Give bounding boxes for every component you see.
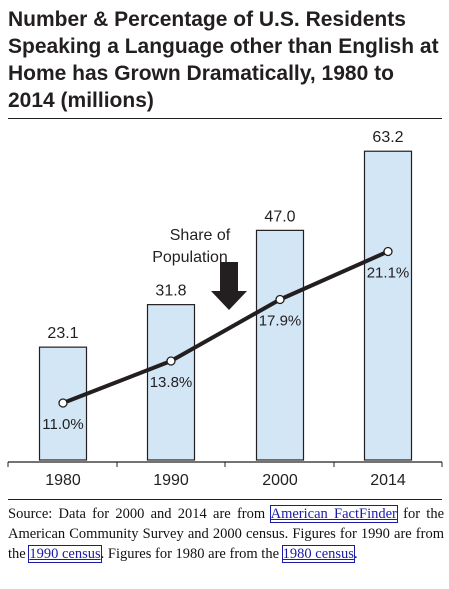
x-tick-label-1990: 1990 <box>153 472 189 489</box>
american-factfinder-link[interactable]: American FactFinder <box>269 505 398 523</box>
x-tick-label-1980: 1980 <box>45 472 81 489</box>
share-point-1990 <box>166 356 176 366</box>
share-label-2014: 21.1% <box>367 265 410 282</box>
chart-title: Number & Percentage of U.S. Residents Sp… <box>8 8 439 112</box>
x-tick-label-2000: 2000 <box>262 472 298 489</box>
annotation-line-2: Population <box>152 249 228 266</box>
bar-2000 <box>255 229 305 461</box>
bar-value-label-2014: 63.2 <box>372 129 403 146</box>
share-point-2014 <box>383 246 393 257</box>
census-1990-link[interactable]: 1990 census <box>28 545 102 563</box>
source-text-2: for the American Community Survey and 20… <box>8 506 445 562</box>
title-rule <box>8 118 442 119</box>
source-text-3: . Figures for 1980 are from the <box>100 546 283 562</box>
annotation-line-1: Share of <box>170 227 231 244</box>
x-tick-label-2014: 2014 <box>370 472 406 489</box>
down-arrow-icon <box>211 262 247 310</box>
source-text-1: Source: Data for 2000 and 2014 are from <box>8 506 271 522</box>
bar-value-label-2000: 47.0 <box>264 208 295 225</box>
bar-1990 <box>146 304 196 461</box>
share-trend-line <box>62 249 389 405</box>
bar-2014 <box>363 150 413 461</box>
census-1980-link[interactable]: 1980 census <box>281 545 355 563</box>
source-note: Source: Data for 2000 and 2014 are from … <box>8 504 444 564</box>
bar-line-chart: 11.0% 13.8% 17.9% 21.1% 23.1 31.8 47.0 63.2 19… <box>7 129 443 489</box>
share-label-1980: 11.0% <box>42 416 83 433</box>
share-label-1990: 13.8% <box>150 374 193 391</box>
bar-value-label-1980: 23.1 <box>47 325 78 342</box>
share-point-2000 <box>275 294 285 305</box>
source-text-4: . <box>353 546 358 562</box>
bar-value-label-1990: 31.8 <box>155 283 186 300</box>
source-rule <box>8 499 442 500</box>
share-label-2000: 17.9% <box>259 313 302 330</box>
share-point-1980 <box>58 398 68 408</box>
